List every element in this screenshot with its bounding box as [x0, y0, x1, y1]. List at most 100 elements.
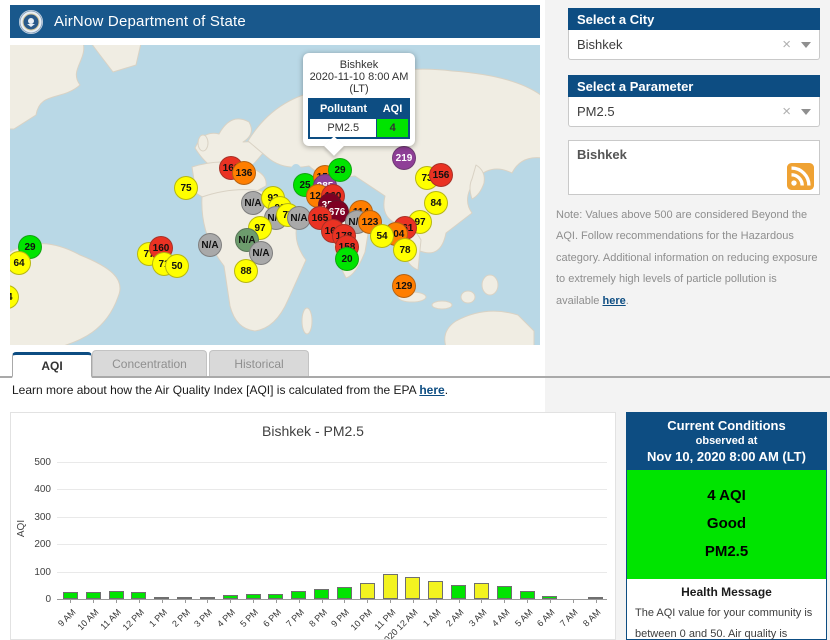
app-header: AirNow Department of State	[10, 5, 540, 38]
chart-x-label: 5 PM	[238, 607, 260, 629]
chart-x-tick	[459, 599, 460, 603]
learn-more-after: .	[445, 383, 448, 397]
parameter-select-value: PM2.5	[577, 104, 782, 119]
chart-x-tick	[504, 599, 505, 603]
chart-x-tick	[139, 599, 140, 603]
cc-title: Current Conditions	[629, 418, 824, 433]
chart-gridline	[57, 489, 607, 490]
tab-aqi[interactable]: AQI	[12, 352, 92, 378]
chart-x-tick	[70, 599, 71, 603]
note-after: .	[626, 295, 629, 307]
chart-x-tick	[481, 599, 482, 603]
map-marker[interactable]: 78	[393, 238, 417, 262]
map-marker[interactable]: 88	[234, 259, 258, 283]
popup-col-aqi: AQI	[377, 99, 409, 119]
chart-x-label: 2 PM	[170, 607, 192, 629]
chart-bar	[383, 574, 398, 599]
cc-category: Good	[627, 510, 826, 538]
chart-x-label: 10 PM	[349, 607, 374, 632]
map-marker[interactable]: 156	[429, 163, 453, 187]
chart-x-tick	[573, 599, 574, 603]
chart-y-tick: 500	[17, 457, 51, 468]
cc-health-title: Health Message	[635, 585, 818, 599]
chart-x-tick	[527, 599, 528, 603]
learn-more-text: Learn more about how the Air Quality Ind…	[12, 383, 448, 397]
app-title: AirNow Department of State	[54, 13, 246, 30]
chart-bar	[474, 583, 489, 599]
city-select[interactable]: Bishkek ×	[568, 30, 820, 60]
chart-x-tick	[230, 599, 231, 603]
chart-x-tick	[367, 599, 368, 603]
world-map[interactable]: 29647477160715075160136N/AN/A9299N/A77N/…	[10, 45, 540, 345]
map-marker[interactable]: 50	[165, 254, 189, 278]
chart-x-label: 2 AM	[444, 607, 466, 629]
chart-x-label: 8 AM	[581, 607, 603, 629]
chart-bar	[109, 591, 124, 599]
parameter-chevron-down-icon[interactable]	[801, 109, 811, 115]
chart-x-tick	[185, 599, 186, 603]
chart-bar	[428, 581, 443, 599]
chart-gridline	[57, 462, 607, 463]
map-marker[interactable]: 136	[232, 161, 256, 185]
map-marker[interactable]: 20	[335, 247, 359, 271]
chart-gridline	[57, 517, 607, 518]
chart-y-tick: 0	[17, 594, 51, 605]
city-select-value: Bishkek	[577, 37, 782, 52]
map-marker[interactable]: 129	[392, 274, 416, 298]
map-marker[interactable]: 84	[424, 191, 448, 215]
map-marker[interactable]: 29	[328, 158, 352, 182]
map-popup: Bishkek 2020-11-10 8:00 AM (LT) Pollutan…	[303, 53, 415, 146]
city-clear-icon[interactable]: ×	[782, 36, 791, 53]
chart-x-tick	[207, 599, 208, 603]
city-feed-box: Bishkek	[568, 140, 820, 195]
epa-here-link[interactable]: here	[419, 383, 444, 397]
city-chevron-down-icon[interactable]	[801, 42, 811, 48]
chart-x-label: 3 AM	[467, 607, 489, 629]
chart-bar	[520, 591, 535, 599]
rss-icon[interactable]	[787, 163, 814, 190]
select-city-header: Select a City	[568, 8, 820, 30]
chart-plot: Bishkek - PM2.5 AQI 01002003004005009 AM…	[11, 413, 615, 639]
tab-historical[interactable]: Historical	[209, 350, 309, 376]
feed-city-label: Bishkek	[569, 141, 819, 168]
cc-datetime: Nov 10, 2020 8:00 AM (LT)	[629, 449, 824, 464]
chart-bar	[131, 592, 146, 599]
map-marker[interactable]: 219	[392, 146, 416, 170]
select-parameter-header: Select a Parameter	[568, 75, 820, 97]
chart-bar	[360, 583, 375, 599]
map-marker[interactable]: N/A	[198, 233, 222, 257]
chart-bar	[451, 585, 466, 599]
current-conditions-header: Current Conditions observed at Nov 10, 2…	[627, 413, 826, 470]
parameter-select[interactable]: PM2.5 ×	[568, 97, 820, 127]
chart-x-tick	[596, 599, 597, 603]
popup-pollutant-value: PM2.5	[309, 119, 377, 139]
chart-x-tick	[550, 599, 551, 603]
chart-x-label: 4 AM	[490, 607, 512, 629]
chart-x-tick	[436, 599, 437, 603]
parameter-clear-icon[interactable]: ×	[782, 103, 791, 120]
chart-bar	[405, 577, 420, 599]
chart-y-tick: 200	[17, 539, 51, 550]
chart-x-tick	[253, 599, 254, 603]
map-marker[interactable]: 54	[370, 224, 394, 248]
chart-x-label: 12 PM	[121, 607, 146, 632]
chart-x-tick	[390, 599, 391, 603]
chart-gridline	[57, 572, 607, 573]
cc-health-text: The AQI value for your community is betw…	[635, 603, 818, 640]
select-parameter-panel: Select a Parameter PM2.5 ×	[568, 75, 820, 127]
chart-y-tick: 300	[17, 512, 51, 523]
popup-datetime: 2020-11-10 8:00 AM	[308, 71, 410, 83]
popup-aqi-value: 4	[377, 119, 409, 139]
note-here-link[interactable]: here	[602, 295, 625, 307]
chart-x-label: 7 PM	[284, 607, 306, 629]
tab-bar: AQI Concentration Historical	[0, 352, 830, 378]
tab-concentration[interactable]: Concentration	[92, 350, 207, 376]
chart-x-label: 6 PM	[261, 607, 283, 629]
chart-bar	[497, 586, 512, 599]
chart-x-tick	[413, 599, 414, 603]
chart-y-tick: 400	[17, 484, 51, 495]
chart-x-tick	[93, 599, 94, 603]
cc-subtitle: observed at	[629, 435, 824, 447]
chart-y-tick: 100	[17, 567, 51, 578]
map-marker[interactable]: 75	[174, 176, 198, 200]
